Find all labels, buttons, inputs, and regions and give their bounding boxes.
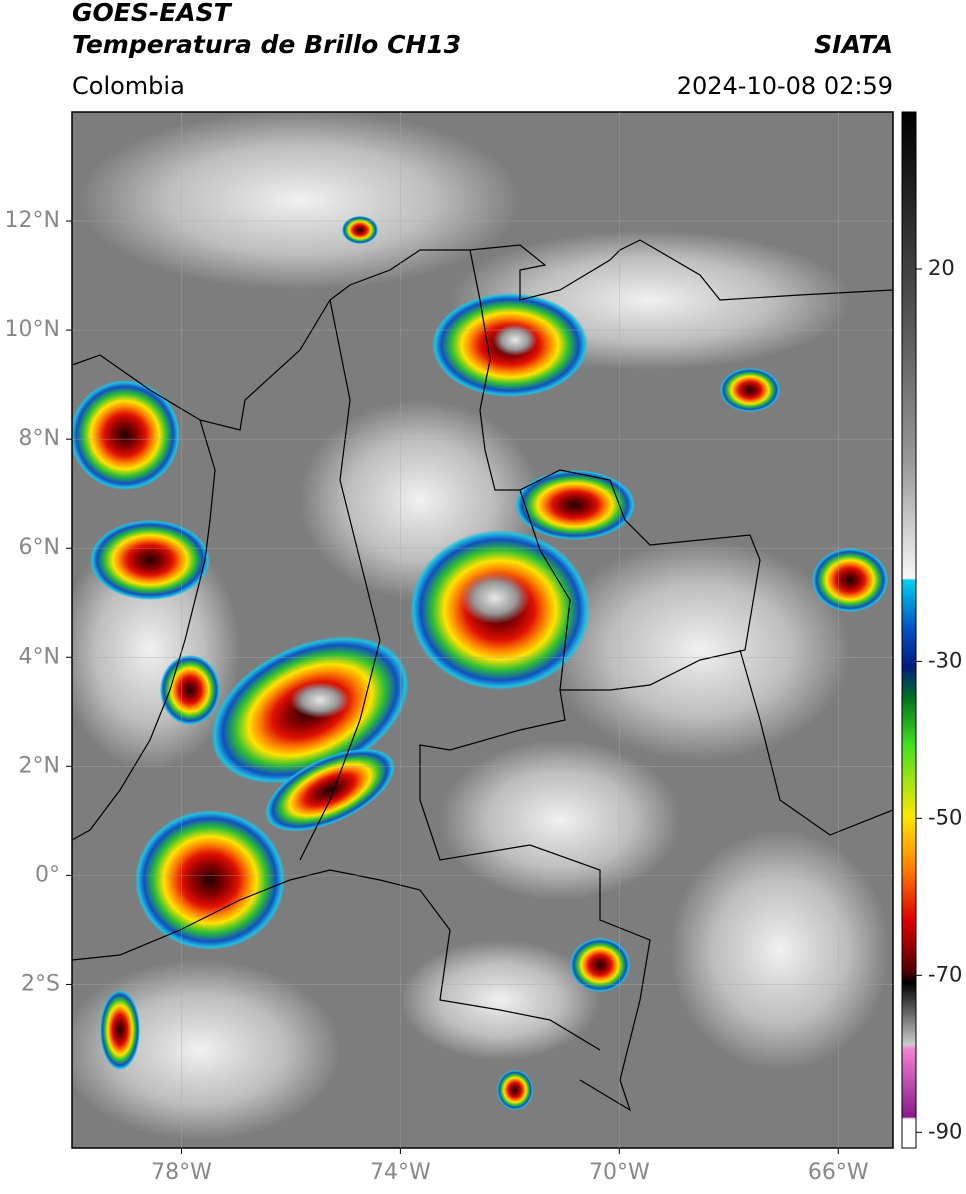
x-tick-label: 66°W — [808, 1160, 869, 1185]
colorbar-tick-label: 20 — [928, 256, 955, 280]
satellite-image — [72, 112, 893, 1148]
y-tick-label: 2°S — [21, 971, 60, 996]
colorbar-axis: 20 -30 -50 -70 -90 — [916, 256, 962, 1143]
y-tick-label: 4°N — [19, 644, 60, 669]
map-frame — [71, 111, 894, 1149]
subtitle: Temperatura de Brillo CH13 — [72, 30, 461, 59]
colorbar-tick-label: -50 — [928, 805, 962, 829]
y-tick-label: 8°N — [19, 426, 60, 451]
datetime: 2024-10-08 02:59 — [677, 72, 893, 100]
colorbar-tick-label: -70 — [928, 962, 962, 986]
colorbar — [901, 111, 917, 1149]
y-tick-label: 12°N — [5, 208, 60, 233]
source: SIATA — [814, 30, 893, 59]
x-tick-label: 70°W — [589, 1160, 650, 1185]
y-tick-label: 10°N — [5, 317, 60, 342]
colorbar-tick-label: -30 — [928, 648, 962, 672]
x-tick-label: 74°W — [370, 1160, 431, 1185]
title: GOES-EAST — [72, 0, 233, 27]
y-tick-label: 0° — [35, 862, 60, 887]
y-tick-label: 2°N — [19, 753, 60, 778]
map-axes: 78°W 74°W 70°W 66°W 12°N 10°N 8°N 6°N 4°N 2°N 0° 2°… — [5, 112, 893, 1185]
x-tick-label: 78°W — [151, 1160, 212, 1185]
region: Colombia — [72, 72, 185, 100]
colorbar-tick-label: -90 — [928, 1119, 962, 1143]
y-tick-label: 6°N — [19, 535, 60, 560]
